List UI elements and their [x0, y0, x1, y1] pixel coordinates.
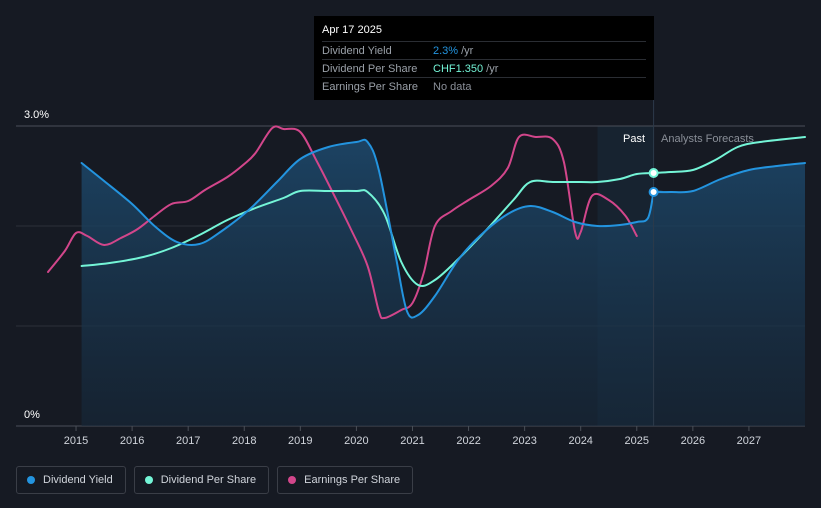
x-tick-label: 2023: [512, 435, 536, 447]
marker-dividend-yield: [648, 187, 659, 197]
legend-dot-icon: [144, 476, 153, 484]
x-tick-label: 2027: [737, 435, 761, 447]
tooltip: Apr 17 2025 Dividend Yield 2.3% /yr Divi…: [314, 16, 654, 100]
hover-markers: [648, 168, 659, 197]
legend-dot-icon: [27, 476, 35, 484]
x-tick-label: 2016: [120, 435, 144, 447]
series-line-earnings-per-share: [47, 125, 638, 320]
forecast-label: Analysts Forecasts: [661, 133, 754, 145]
tooltip-value: 2.3%: [433, 44, 459, 57]
x-tick-label: 2018: [232, 435, 256, 447]
series-lines: [47, 125, 806, 320]
dividend-yield-area: [81, 139, 806, 426]
tooltip-label: Earnings Per Share: [322, 80, 418, 93]
marker-dividend-per-share: [648, 168, 659, 178]
tooltip-unit: /yr: [486, 62, 499, 75]
tooltip-row-earnings-per-share: Earnings Per Share No data: [322, 77, 646, 95]
legend-item-earnings-per-share[interactable]: Earnings Per Share: [277, 466, 414, 494]
x-tick-label: 2025: [625, 435, 649, 447]
x-tick-label: 2021: [400, 435, 424, 447]
legend-label: Earnings Per Share: [304, 474, 401, 486]
legend-dot-icon: [288, 476, 297, 484]
tooltip-label: Dividend Yield: [322, 44, 392, 57]
y-tick-top: 3.0%: [24, 109, 49, 121]
x-tick-label: 2024: [568, 435, 592, 447]
legend: Dividend Yield Dividend Per Share Earnin…: [16, 466, 414, 494]
tooltip-date: Apr 17 2025: [322, 24, 382, 36]
series-line-dividend-yield: [80, 138, 655, 319]
tooltip-unit: /yr: [461, 44, 474, 57]
legend-label: Dividend Yield: [43, 474, 113, 486]
series-line-dividend-per-share-forecast: [652, 136, 806, 174]
yield-area: [81, 139, 806, 426]
tooltip-row-dividend-per-share: Dividend Per Share CHF1.350 /yr: [322, 59, 646, 77]
legend-item-dividend-yield[interactable]: Dividend Yield: [16, 466, 126, 494]
x-axis-ticks: 2015 2016 2017 2018 2019 2020 2021 2022 2023 2024…: [64, 426, 761, 447]
tooltip-label: Dividend Per Share: [322, 62, 418, 75]
tooltip-value: No data: [433, 80, 472, 93]
x-tick-label: 2020: [344, 435, 368, 447]
past-label: Past: [623, 133, 645, 145]
x-tick-label: 2022: [456, 435, 480, 447]
tooltip-row-dividend-yield: Dividend Yield 2.3% /yr: [322, 41, 646, 59]
x-tick-label: 2019: [288, 435, 312, 447]
x-tick-label: 2026: [681, 435, 705, 447]
x-tick-label: 2015: [64, 435, 88, 447]
series-line-dividend-yield-forecast: [652, 162, 806, 194]
x-tick-label: 2017: [176, 435, 200, 447]
y-tick-bottom: 0%: [24, 409, 40, 421]
legend-item-dividend-per-share[interactable]: Dividend Per Share: [133, 466, 270, 494]
legend-label: Dividend Per Share: [160, 474, 257, 486]
tooltip-value: CHF1.350: [433, 62, 484, 75]
